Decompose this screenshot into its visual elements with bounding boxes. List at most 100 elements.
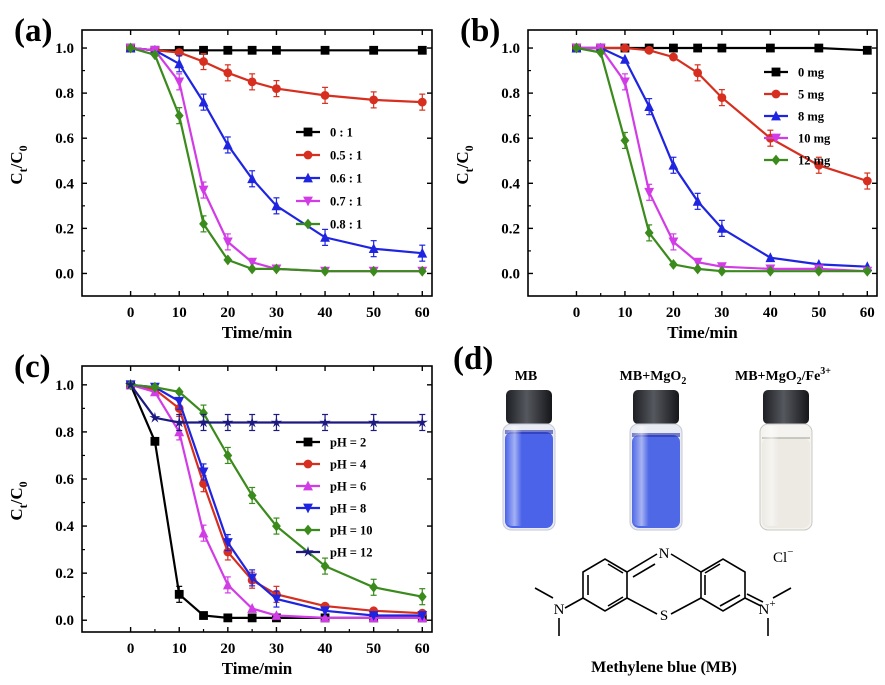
legend-label: 0.8 : 1: [330, 218, 362, 232]
legend-marker: [771, 67, 781, 77]
x-tick-label: 30: [714, 305, 729, 321]
data-point: [223, 547, 233, 557]
data-point: [693, 43, 703, 53]
y-tick-label: 1.0: [55, 378, 74, 394]
data-point: [149, 411, 161, 423]
legend-marker: [303, 172, 313, 183]
y-tick-label: 0.0: [55, 613, 74, 629]
vial-label-1: MB: [515, 369, 538, 384]
series-line: [130, 383, 423, 619]
legend-marker: [303, 196, 313, 207]
legend-entry: 0.6 : 1: [296, 172, 362, 186]
counterion-cl: Cl−: [773, 546, 793, 566]
legend-marker: [771, 133, 781, 144]
data-point: [150, 436, 160, 446]
data-point: [717, 265, 727, 277]
data-point: [271, 610, 282, 620]
methylene-blue-structure: [534, 553, 792, 636]
data-point: [765, 265, 775, 277]
series-line: [130, 383, 423, 615]
data-point: [174, 58, 185, 69]
x-tick-label: 20: [220, 305, 235, 321]
vial-mb: [502, 390, 556, 531]
data-point: [199, 45, 208, 55]
data-point: [198, 96, 209, 107]
data-point: [125, 378, 137, 390]
data-point: [320, 606, 330, 617]
x-tick-label: 0: [127, 305, 135, 321]
legend-entry: 0 : 1: [296, 126, 353, 140]
legend-marker: [303, 150, 313, 160]
atom-n-right: N+: [758, 598, 775, 618]
data-point: [247, 613, 257, 623]
data-point: [247, 257, 258, 268]
legend-entry: 0.5 : 1: [296, 149, 362, 163]
legend-label: pH = 2: [330, 436, 366, 450]
legend-marker: [302, 546, 314, 557]
series-line: [576, 46, 868, 273]
legend-marker: [303, 459, 313, 469]
plot-frame: [81, 29, 433, 297]
data-point: [247, 77, 257, 87]
x-axis-label: Time/min: [222, 659, 293, 678]
legend-entry: 10 mg: [764, 132, 831, 146]
series-line: [576, 46, 868, 183]
legend-label: 0 mg: [798, 66, 825, 80]
x-tick-label: 20: [666, 305, 681, 321]
data-point: [174, 589, 184, 599]
legend-label: pH = 10: [330, 524, 373, 538]
data-point: [223, 45, 233, 55]
panel-label-d: (d): [453, 341, 493, 377]
legend-label: 12 mg: [798, 154, 831, 168]
legend-marker: [303, 218, 313, 230]
data-point: [620, 53, 630, 64]
series-line: [576, 46, 868, 268]
vial-mb-mgo2-fe3: [759, 390, 813, 531]
data-point: [620, 135, 630, 146]
data-point: [198, 467, 209, 478]
structure-caption: Methylene blue (MB): [591, 659, 737, 676]
data-point: [174, 110, 184, 122]
data-point: [198, 527, 209, 538]
data-point: [765, 252, 776, 263]
data-point: [669, 52, 678, 62]
data-point: [717, 93, 727, 103]
data-point: [417, 247, 428, 258]
data-point: [693, 68, 703, 78]
atom-n-top: N: [659, 546, 670, 562]
data-point: [174, 77, 185, 88]
data-point: [368, 243, 379, 254]
series-ph-6: [125, 379, 428, 623]
series-line: [130, 383, 423, 598]
legend-marker: [771, 110, 781, 121]
series-line: [576, 46, 868, 273]
legend-entry: pH = 4: [296, 458, 367, 472]
legend-marker: [771, 154, 781, 166]
data-point: [717, 43, 727, 53]
data-point: [369, 265, 379, 277]
data-point: [173, 416, 185, 428]
legend-entry: 0 mg: [764, 66, 825, 80]
y-tick-label: 0.8: [501, 86, 520, 102]
y-tick-label: 0.6: [55, 472, 74, 488]
data-point: [126, 42, 136, 54]
panel-label-a: (a): [14, 13, 52, 49]
x-tick-label: 20: [220, 641, 235, 657]
y-tick-label: 1.0: [55, 41, 74, 57]
atom-n-left: N: [554, 602, 565, 618]
legend-label: 10 mg: [798, 132, 831, 146]
vial-label-3: MB+MgO2/Fe3+: [735, 366, 831, 387]
x-tick-label: 10: [617, 305, 632, 321]
legend-marker: [771, 89, 781, 99]
data-point: [223, 68, 233, 78]
data-point: [417, 45, 427, 55]
data-point: [716, 222, 727, 233]
legend-label: 0.7 : 1: [330, 195, 362, 209]
y-tick-label: 0.4: [55, 519, 74, 535]
data-point: [197, 416, 210, 428]
y-tick-label: 0.8: [55, 425, 74, 441]
data-point: [693, 263, 703, 275]
x-tick-label: 40: [763, 305, 778, 321]
data-point: [222, 538, 233, 548]
legend-entry: pH = 10: [296, 524, 373, 538]
